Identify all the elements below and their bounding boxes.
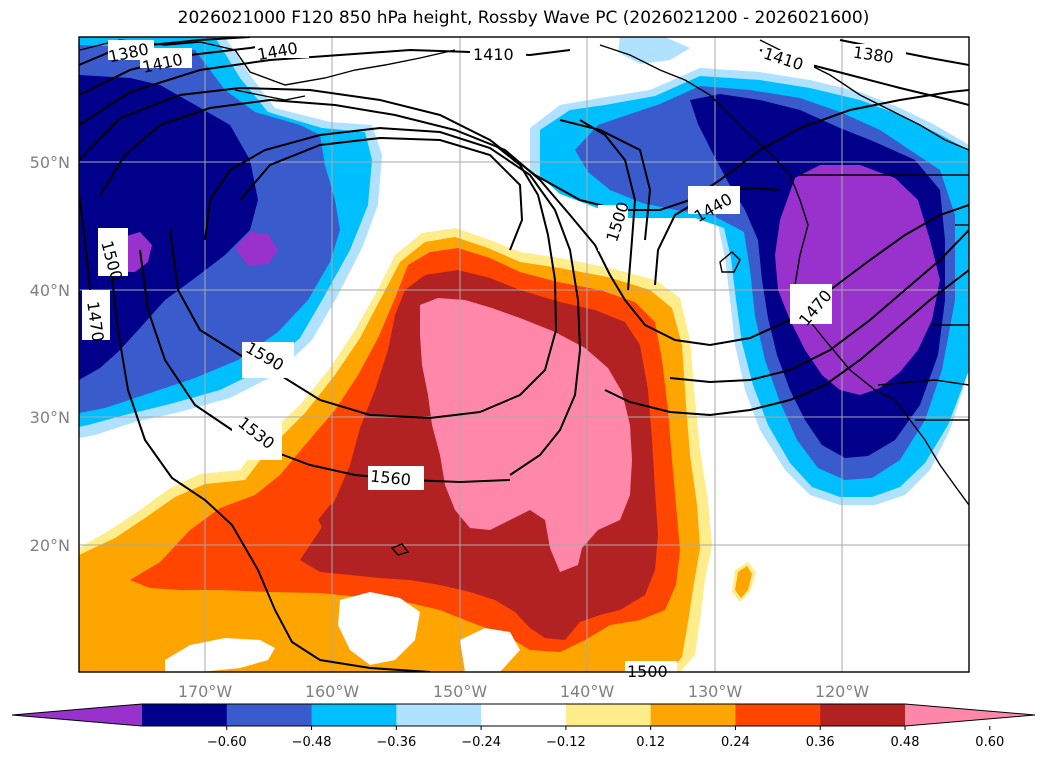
map-content: [79, 37, 969, 672]
colorbar-segment: [565, 704, 652, 726]
map-frame: [78, 36, 970, 673]
gap-region-2: [338, 592, 420, 665]
gap-region-3: [460, 628, 520, 672]
colorbar-segment: [481, 704, 567, 726]
colorbar-segment: [226, 704, 313, 726]
contour-label-1560: 1560: [369, 466, 411, 489]
contour-label-backgrounds: [82, 38, 906, 672]
map-title: 2026021000 F120 850 hPa height, Rossby W…: [177, 8, 870, 28]
colorbar: −0.60 −0.48 −0.36 −0.24 −0.12 0.12 0.24 0.36 0.4…: [11, 703, 1036, 750]
colorbar-extend-high: [905, 704, 1035, 726]
colorbar-tick-label: 0.12: [636, 735, 665, 750]
colorbar-segment: [311, 704, 397, 726]
colorbar-segment: [735, 704, 821, 726]
colorbar-tick-label: −0.24: [461, 735, 501, 750]
colorbar-segment: [142, 704, 228, 726]
gap-region-1: [165, 638, 275, 672]
lon-label-150w: 150°W: [433, 682, 488, 701]
colorbar-tick-label: 0.48: [891, 735, 920, 750]
lat-label-20n: 20°N: [30, 536, 70, 555]
lat-label-40n: 40°N: [30, 281, 70, 300]
lat-label-50n: 50°N: [30, 153, 70, 172]
lat-label-30n: 30°N: [30, 408, 70, 427]
lon-label-160w: 160°W: [305, 682, 360, 701]
colorbar-tick-label: 0.36: [806, 735, 835, 750]
small-patch-inner: [735, 566, 752, 598]
colorbar-tick-label: −0.36: [376, 735, 416, 750]
lon-label-170w: 170°W: [178, 682, 233, 701]
colorbar-segment: [396, 704, 482, 726]
grid-lines: [79, 37, 969, 672]
colorbar-tick-label: −0.48: [292, 735, 332, 750]
colorbar-tick-label: −0.12: [546, 735, 586, 750]
contour-label-1500-south: 1500: [627, 662, 668, 681]
lon-label-130w: 130°W: [688, 682, 743, 701]
colorbar-extend-low: [12, 704, 142, 726]
colorbar-tick-label: 0.24: [721, 735, 750, 750]
negative-anomaly-west: [79, 37, 382, 438]
colorbar-outline: [11, 703, 1036, 727]
colorbar-tick-label: −0.60: [207, 735, 247, 750]
colorbar-segment: [650, 704, 736, 726]
colorbar-tick-label: 0.60: [975, 735, 1004, 750]
negative-anomaly-east: [530, 68, 969, 505]
longitude-labels: 170°W 160°W 150°W 140°W 130°W 120°W: [178, 682, 870, 701]
colorbar-segment: [820, 704, 906, 726]
lon-label-140w: 140°W: [560, 682, 615, 701]
lon-label-120w: 120°W: [815, 682, 870, 701]
positive-anomaly-center: [79, 228, 712, 672]
contour-label-1410-north: 1410: [473, 45, 514, 64]
latitude-labels: 50°N 40°N 30°N 20°N: [30, 153, 70, 555]
